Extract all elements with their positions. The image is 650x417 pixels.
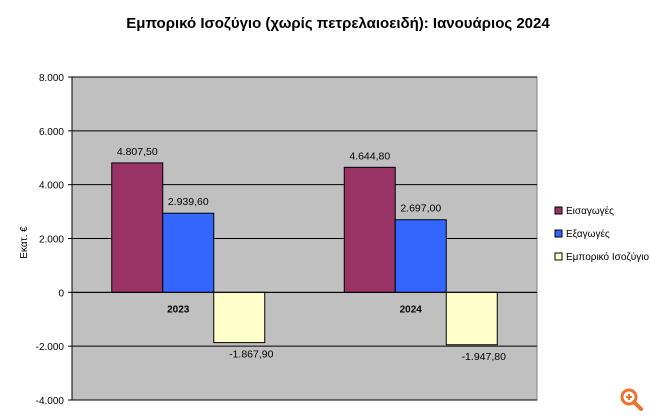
legend-swatch <box>554 229 563 238</box>
data-label: 4.807,50 <box>117 146 158 158</box>
y-tick-label: 8.000 <box>39 73 64 84</box>
zoom-in-icon[interactable] <box>618 386 644 412</box>
y-tick-label: 4.000 <box>39 181 64 192</box>
x-tick-label: 2024 <box>400 304 423 315</box>
data-label: 4.644,80 <box>349 150 390 162</box>
axes: 8.000 6.000 4.000 2.000 0 -2.000 -4.000 2023 202… <box>36 73 537 407</box>
y-tick-label: 2.000 <box>39 235 64 246</box>
bar <box>445 291 498 346</box>
x-tick-label: 2023 <box>167 304 190 315</box>
data-label: 2.939,60 <box>168 196 209 208</box>
bars: 4.807,50 2.939,60 -1.867,90 4.644,80 2.697,0… <box>111 146 507 363</box>
chart-title: Εμπορικό Ισοζύγιο (χωρίς πετρελαιοειδή):… <box>126 15 550 32</box>
legend-swatch <box>554 206 563 215</box>
legend-label: Εισαγωγές <box>566 205 614 217</box>
bar <box>343 166 396 293</box>
legend-label: Εμπορικό Ισοζύγιο <box>566 251 649 263</box>
bar <box>213 291 266 344</box>
legend-swatch <box>554 252 563 261</box>
bar <box>162 212 215 293</box>
data-label: -1.867,90 <box>229 349 274 361</box>
bar <box>111 162 164 293</box>
data-label: -1.947,80 <box>462 351 507 363</box>
bar <box>394 219 447 293</box>
y-tick-label: 6.000 <box>39 127 64 138</box>
y-tick-label: -2.000 <box>36 342 65 353</box>
legend: Εισαγωγές Εξαγωγές Εμπορικό Ισοζύγιο <box>554 205 649 263</box>
y-tick-label: -4.000 <box>36 396 65 407</box>
y-axis-label: Εκατ. € <box>19 226 30 259</box>
legend-label: Εξαγωγές <box>566 228 610 240</box>
y-tick-label: 0 <box>58 288 64 299</box>
data-label: 2.697,00 <box>400 203 441 215</box>
